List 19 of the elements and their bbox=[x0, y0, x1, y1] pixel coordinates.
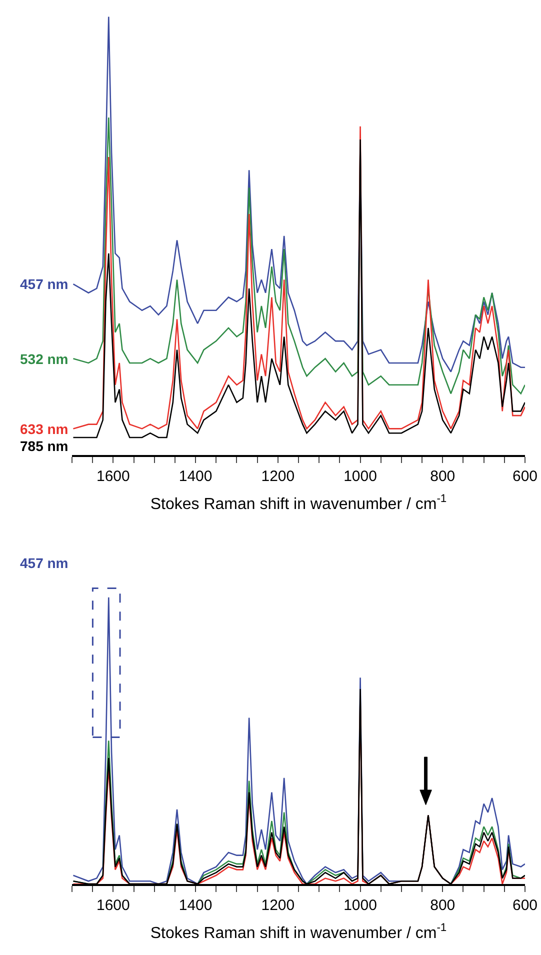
x-tick-label: 1400 bbox=[178, 468, 212, 485]
x-tick-label: 1000 bbox=[344, 896, 377, 914]
x-tick-label: 1000 bbox=[344, 468, 377, 485]
series-label: 457 nm bbox=[20, 276, 68, 292]
series-label: 633 nm bbox=[20, 421, 68, 437]
series-label: 532 nm bbox=[20, 351, 68, 367]
x-tick-label: 1600 bbox=[96, 468, 130, 485]
x-axis-title: Stokes Raman shift in wavenumber / cm$^{-1}$ bbox=[150, 922, 447, 942]
x-tick-label: 1200 bbox=[261, 468, 295, 485]
x-tick-label: 800 bbox=[430, 468, 456, 485]
x-tick-label: 1200 bbox=[261, 896, 295, 914]
x-tick-label: 600 bbox=[512, 468, 538, 485]
x-tick-label: 1600 bbox=[96, 896, 130, 914]
x-tick-label: 1400 bbox=[178, 896, 212, 914]
x-tick-label: 800 bbox=[430, 896, 456, 914]
series-label: 785 nm bbox=[20, 438, 68, 454]
x-tick-label: 600 bbox=[512, 896, 538, 914]
x-axis-title: Stokes Raman shift in wavenumber / cm$^{-1}$ bbox=[150, 493, 447, 513]
text: 457 nm bbox=[20, 555, 68, 571]
